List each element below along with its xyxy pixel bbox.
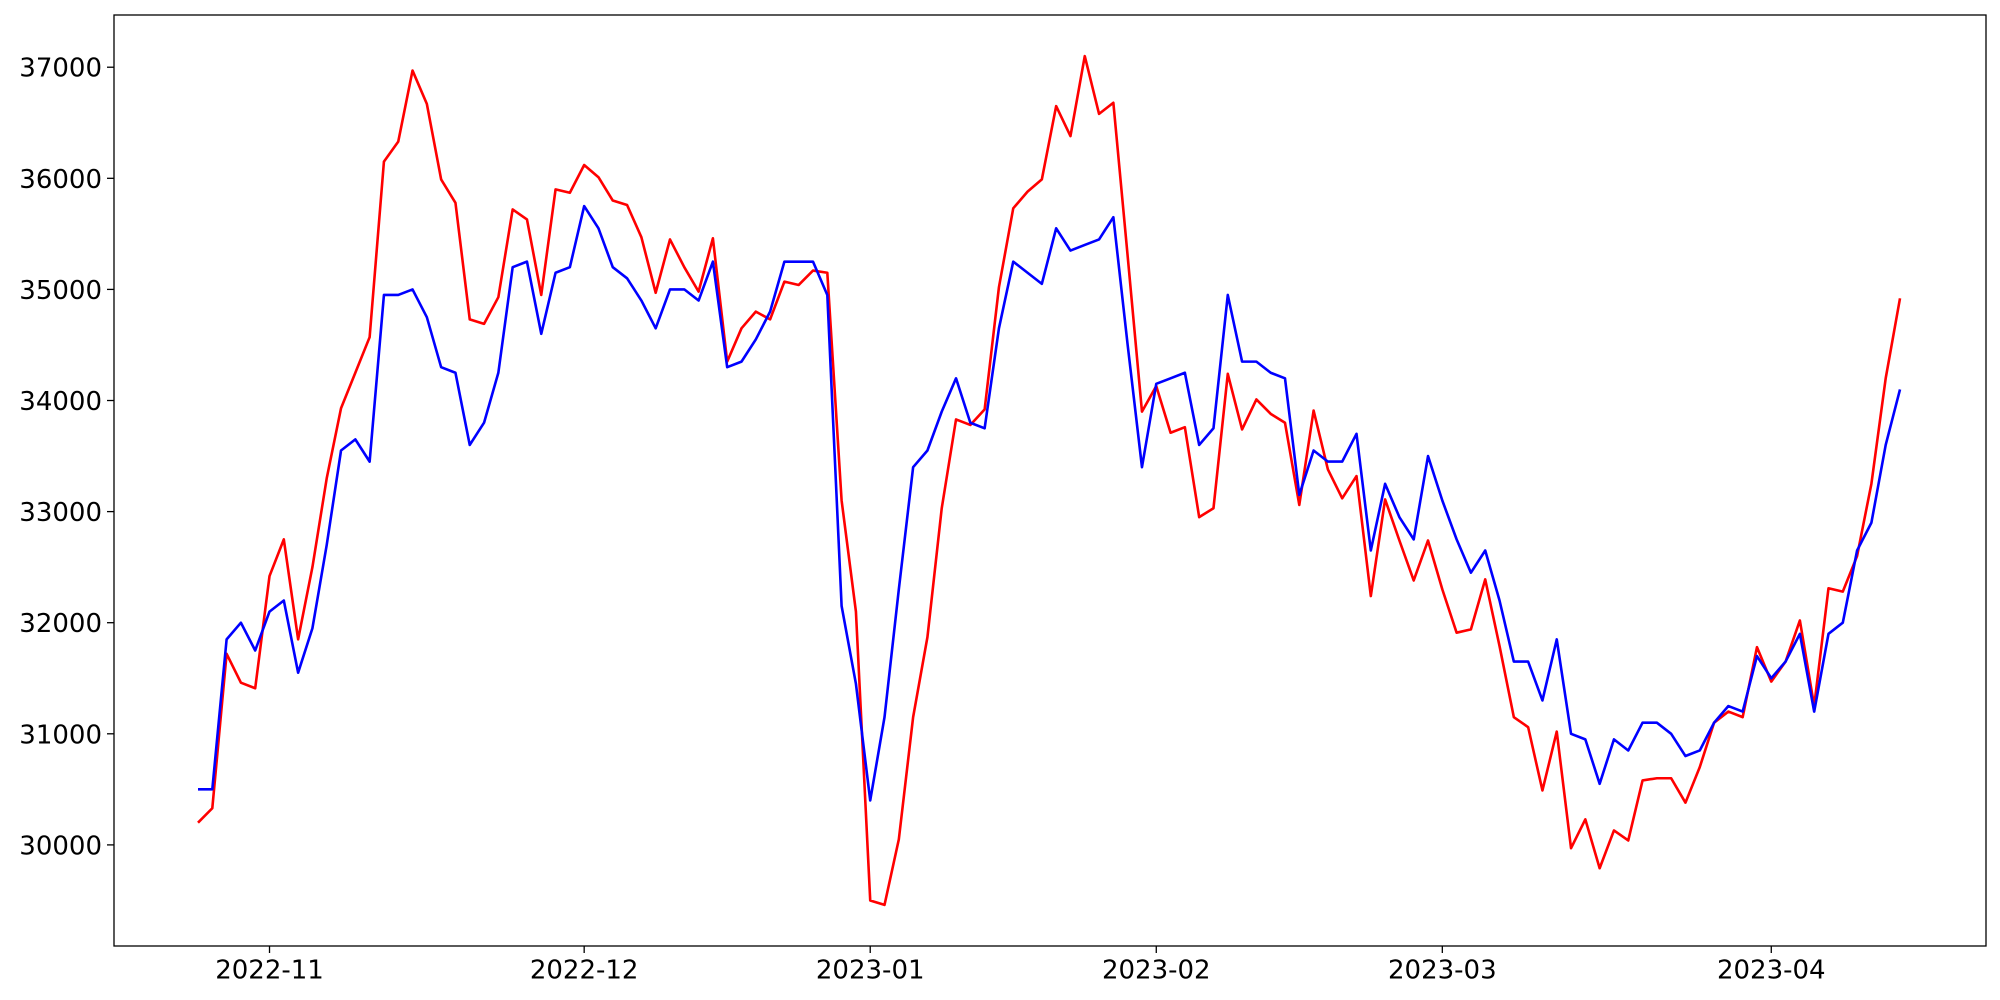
line-series xyxy=(197,54,1902,907)
x-tick-label: 2023-04 xyxy=(1717,956,1826,986)
y-tick-label: 35000 xyxy=(19,276,102,306)
x-tick-label: 2023-02 xyxy=(1102,956,1211,986)
y-tick-label: 36000 xyxy=(19,165,102,195)
y-tick-label: 32000 xyxy=(19,609,102,639)
plot-frame xyxy=(113,14,1987,947)
y-tick-label: 34000 xyxy=(19,387,102,417)
x-tick-label: 2023-01 xyxy=(816,956,925,986)
y-tick-label: 30000 xyxy=(19,831,102,861)
x-tick-label: 2023-03 xyxy=(1388,956,1497,986)
line-series xyxy=(198,204,1902,802)
x-tick-label: 2022-12 xyxy=(530,956,639,986)
y-tick-label: 37000 xyxy=(19,54,102,84)
y-tick-label: 31000 xyxy=(19,720,102,750)
y-tick-label: 33000 xyxy=(19,498,102,528)
x-tick-label: 2022-11 xyxy=(215,956,324,986)
